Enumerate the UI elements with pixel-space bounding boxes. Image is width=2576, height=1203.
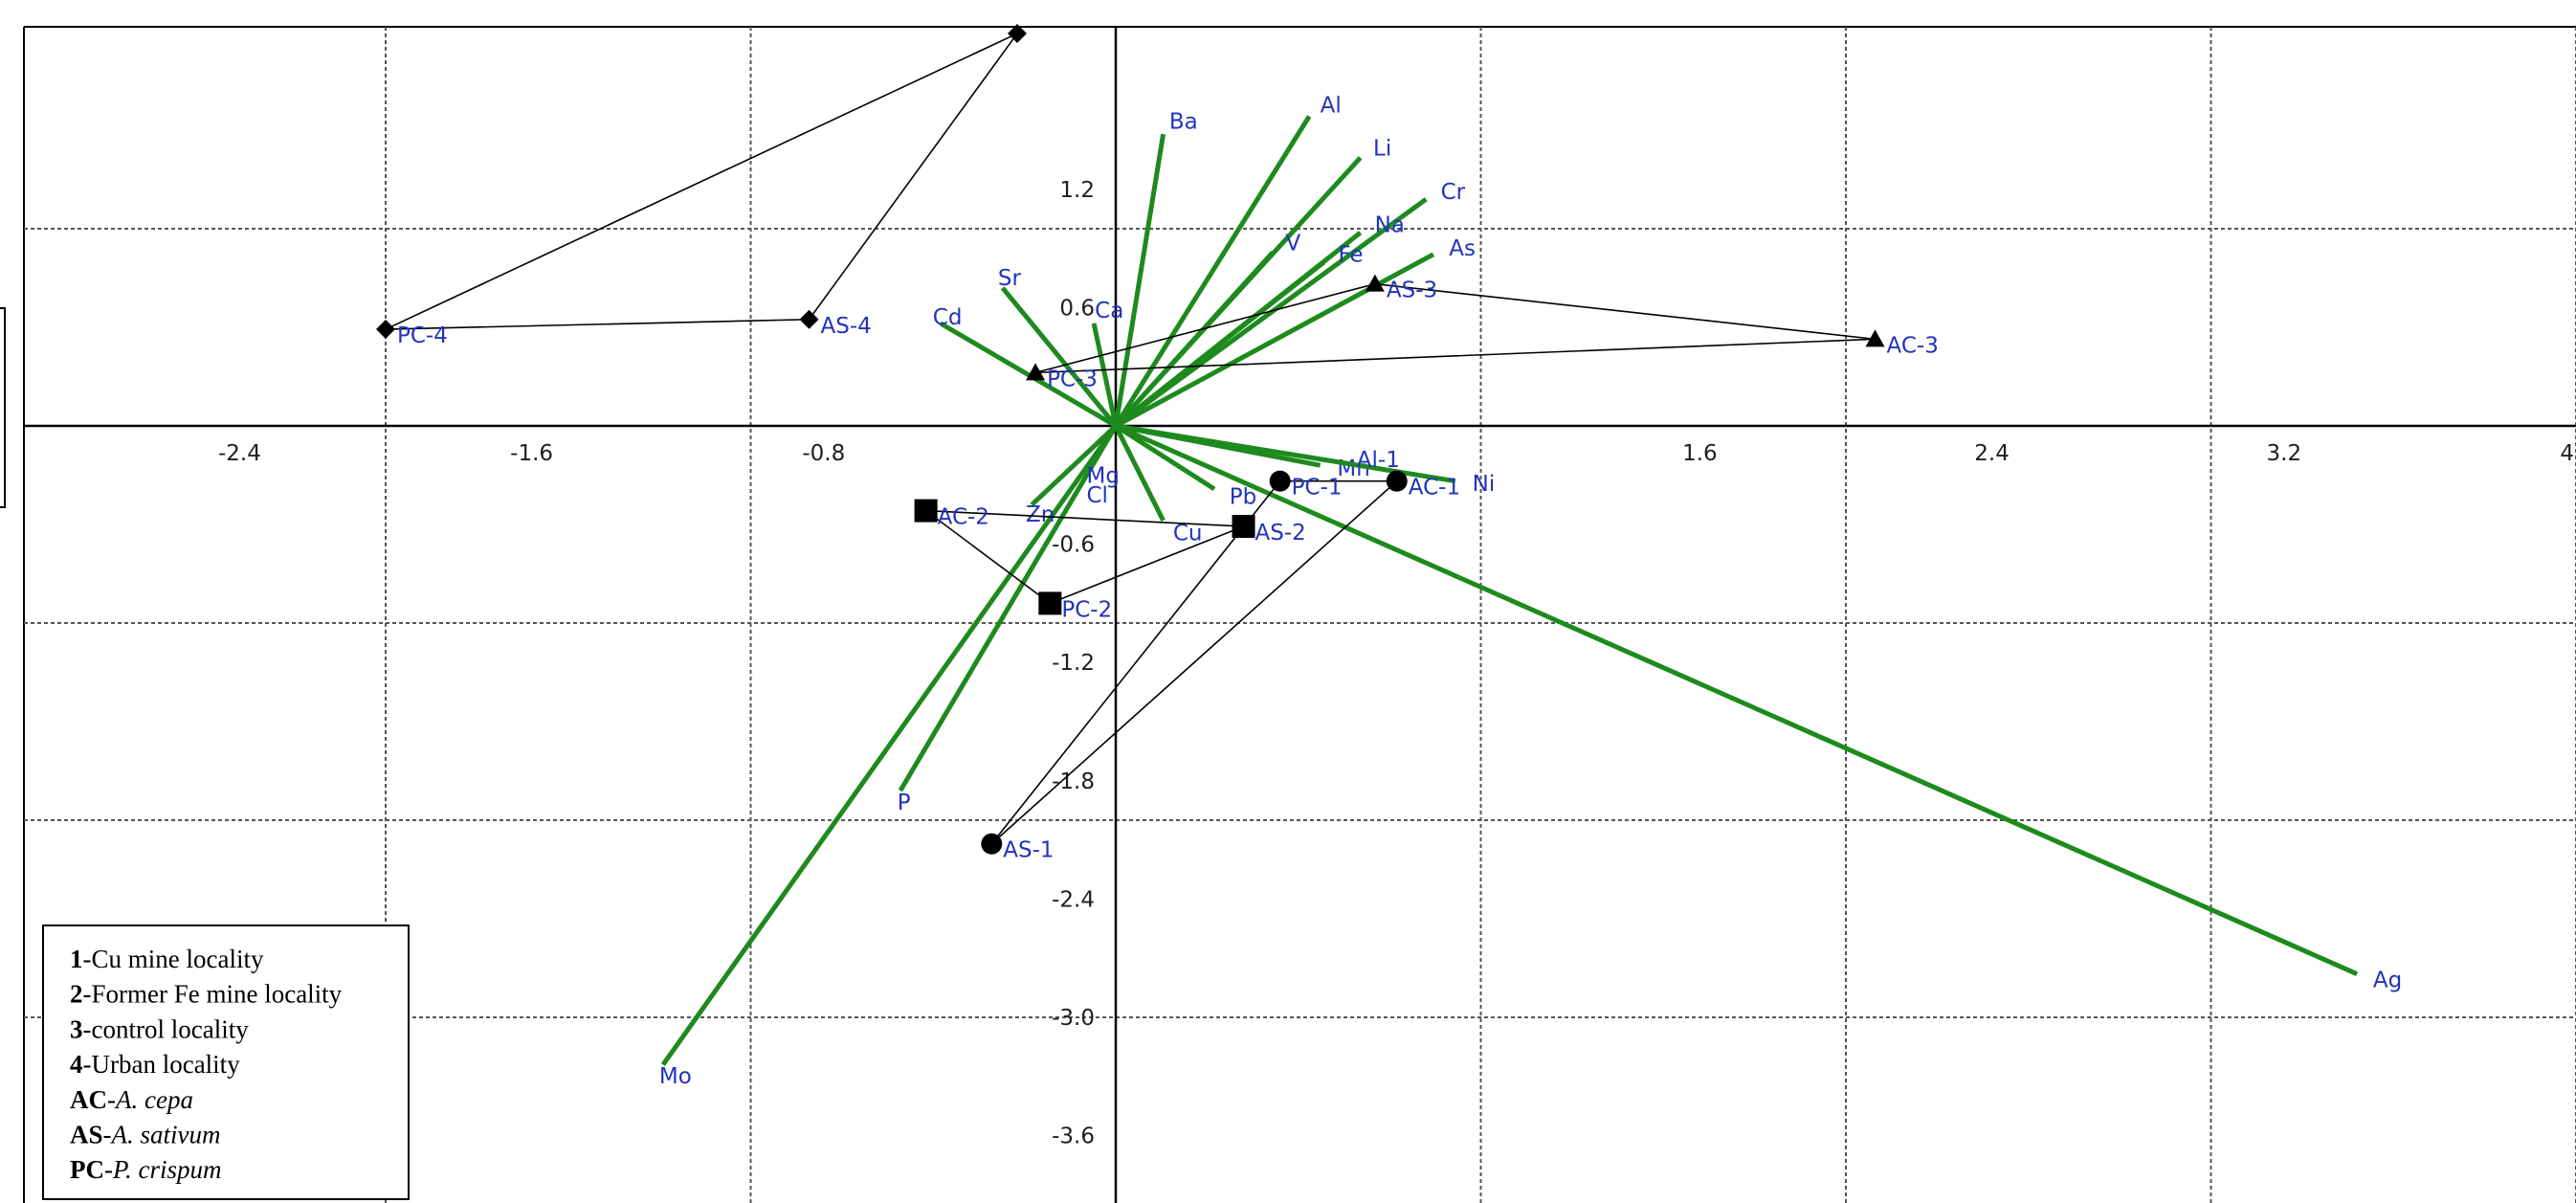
loading-vector bbox=[939, 321, 1118, 429]
observation-label: PC-2 bbox=[1061, 597, 1112, 622]
x-tick-label: 1.6 bbox=[1682, 441, 1718, 466]
loading-label: P bbox=[898, 791, 911, 815]
loading-label: Sr bbox=[998, 266, 1022, 291]
loading-vector bbox=[1114, 423, 2359, 976]
group-polygon bbox=[923, 509, 1244, 605]
loading-vector bbox=[1113, 424, 1166, 523]
loading-label: Cu bbox=[1173, 521, 1203, 546]
observation-label: PC-3 bbox=[1047, 367, 1098, 391]
legend-entry: AC-A. cepa bbox=[70, 1085, 193, 1114]
observation-label: PC-1 bbox=[1292, 476, 1343, 501]
observation-label: AC-2 bbox=[938, 505, 989, 530]
loading-label: Cl bbox=[1086, 483, 1107, 508]
loading-label: Ca bbox=[1095, 299, 1123, 323]
loading-label: Ni bbox=[1473, 472, 1496, 497]
x-tick-label: -1.6 bbox=[510, 441, 553, 466]
legend-box bbox=[42, 925, 410, 1200]
loading-label: Pb bbox=[1230, 484, 1256, 509]
loading-vector bbox=[1114, 423, 1216, 492]
observation-label: AC-1 bbox=[1409, 476, 1460, 501]
observation-label: AS-1 bbox=[1003, 838, 1054, 863]
y-tick-label: -3.0 bbox=[1052, 1006, 1095, 1031]
observation-label: AS-2 bbox=[1255, 521, 1306, 546]
y-tick-label: -1.2 bbox=[1052, 651, 1095, 676]
zero-axes bbox=[24, 27, 2576, 1203]
legend-entry: PC-P. crispum bbox=[70, 1155, 222, 1184]
loading-label: Al bbox=[1321, 94, 1342, 119]
x-tick-label: 3.2 bbox=[2267, 441, 2302, 466]
loading-vector bbox=[1114, 252, 1435, 429]
observation-point bbox=[981, 833, 1003, 855]
loading-vector bbox=[1114, 251, 1275, 428]
loading-vector bbox=[1091, 323, 1119, 427]
y-tick-label: -0.6 bbox=[1052, 533, 1095, 558]
observation-point bbox=[1269, 470, 1291, 492]
loading-vector bbox=[1030, 424, 1118, 507]
observation-point bbox=[1386, 470, 1408, 492]
observation-point bbox=[799, 309, 819, 329]
loading-label: V bbox=[1285, 231, 1300, 256]
loading-vector bbox=[1114, 260, 1326, 428]
loading-label: Na bbox=[1375, 212, 1405, 237]
observation-labels: AC-1 AS-1 PC-1 AC-2 AS-2 PC-2 AC-3 AS-3 PC-3 AS-4… bbox=[397, 278, 1939, 863]
y-tick-label: 1.2 bbox=[1059, 178, 1095, 203]
y-tick-label: -3.6 bbox=[1052, 1125, 1095, 1149]
observation-point bbox=[1865, 329, 1885, 347]
loading-vector bbox=[1000, 286, 1118, 428]
observation-point bbox=[1007, 24, 1027, 44]
legend-entry: 1-Cu mine locality bbox=[70, 945, 264, 973]
legend-entry: 4-Urban locality bbox=[70, 1050, 240, 1079]
loading-label: As bbox=[1449, 236, 1476, 261]
loading-label: Ba bbox=[1169, 109, 1198, 134]
legend-entry: AS-A. sativum bbox=[70, 1121, 221, 1149]
observation-point bbox=[376, 320, 395, 340]
loading-label: Cr bbox=[1441, 180, 1466, 205]
legend: 1-Cu mine locality 2-Former Fe mine local… bbox=[42, 925, 410, 1200]
y-tick-label: 0.6 bbox=[1059, 296, 1095, 321]
x-tick-label: -0.8 bbox=[802, 441, 845, 466]
clipped-box bbox=[0, 307, 6, 508]
observation-label: AS-4 bbox=[821, 314, 872, 339]
observation-point bbox=[1026, 363, 1046, 381]
observation-label: PC-4 bbox=[397, 323, 448, 348]
loading-label: Zn bbox=[1026, 502, 1055, 527]
loading-vector bbox=[1113, 115, 1312, 428]
y-tick-label: -2.4 bbox=[1052, 887, 1095, 912]
loading-label: Ag bbox=[2373, 968, 2402, 992]
loading-label: Cd bbox=[933, 305, 963, 330]
group-polygons bbox=[385, 33, 1876, 845]
loading-label: Al-1 bbox=[1357, 448, 1400, 473]
loading-vector bbox=[660, 424, 1119, 1066]
loading-vector bbox=[898, 424, 1119, 792]
legend-entry: 3-control locality bbox=[70, 1014, 249, 1043]
x-tick-label: 4 bbox=[2560, 441, 2574, 466]
group-polygon bbox=[990, 479, 1399, 845]
grid-lines bbox=[0, 26, 2576, 1203]
loading-label: Mg bbox=[1086, 464, 1119, 489]
loading-label: Fe bbox=[1338, 242, 1363, 267]
x-tick-label: 2.4 bbox=[1974, 441, 2010, 466]
observation-point bbox=[1038, 591, 1062, 615]
observation-point bbox=[1365, 274, 1385, 292]
tick-labels: -2.4 -1.6 -0.8 1.6 2.4 3.2 4 1.2 0.6 -0.6 -1.2 -1.8… bbox=[218, 178, 2574, 1149]
loading-label: Li bbox=[1373, 136, 1391, 161]
group-polygon bbox=[1034, 282, 1876, 374]
observation-point bbox=[914, 499, 938, 523]
legend-entry: 2-Former Fe mine locality bbox=[70, 980, 343, 1009]
observation-point bbox=[1232, 515, 1255, 539]
loading-label: Mo bbox=[659, 1064, 692, 1089]
group-polygon bbox=[385, 33, 1018, 330]
x-tick-label: -2.4 bbox=[218, 441, 261, 466]
observation-label: AC-3 bbox=[1887, 333, 1939, 358]
loading-vector bbox=[1113, 133, 1166, 427]
observation-label: AS-3 bbox=[1387, 278, 1437, 303]
observation-points bbox=[376, 24, 1885, 855]
y-tick-label: -1.8 bbox=[1052, 769, 1095, 794]
